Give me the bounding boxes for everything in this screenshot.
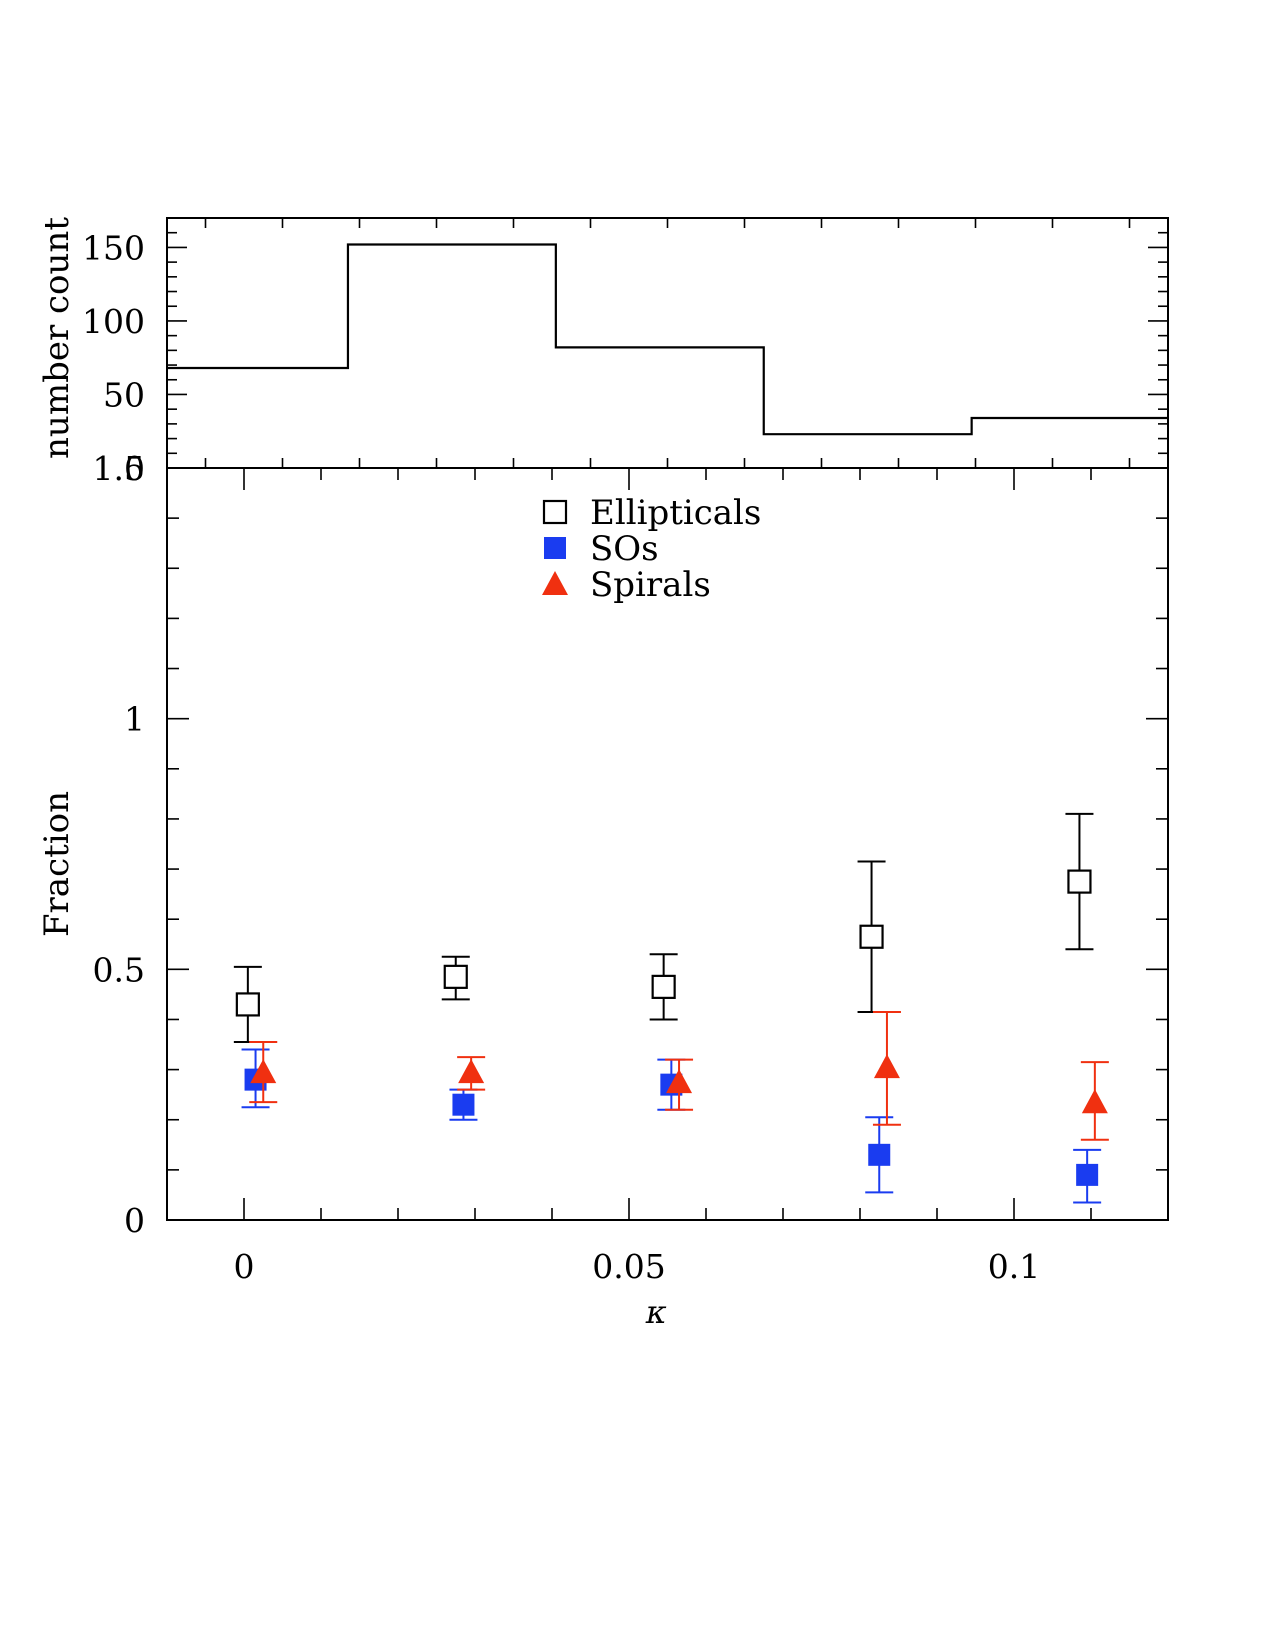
- histogram-y-axis-label: number count: [37, 217, 77, 459]
- data-point: [250, 1059, 277, 1084]
- y-tick-label: 1: [124, 700, 145, 739]
- fraction-panel: 00.511.50 0.05 0.1κFractionEllipticalsSOsS…: [37, 449, 1169, 1331]
- data-point: [1067, 869, 1092, 894]
- y-tick-label: 150: [82, 228, 145, 267]
- data-point: [666, 1069, 693, 1094]
- fraction-y-axis-label: Fraction: [37, 791, 77, 937]
- data-point: [859, 924, 884, 949]
- data-point: [452, 1093, 475, 1116]
- y-tick-label: 100: [82, 302, 145, 341]
- y-tick-label-top: 1.5: [93, 449, 145, 488]
- legend-label: Spirals: [590, 565, 711, 605]
- legend-marker: [544, 537, 566, 559]
- x-tick-label: 0.1: [988, 1247, 1040, 1286]
- x-axis-label: κ: [645, 1293, 667, 1331]
- legend-label: SOs: [590, 529, 659, 569]
- data-point: [443, 964, 468, 989]
- series-sos: [241, 1048, 1102, 1204]
- data-point: [873, 1054, 900, 1079]
- data-point: [868, 1143, 891, 1166]
- data-point: [651, 974, 676, 999]
- data-point: [1081, 1089, 1108, 1114]
- x-tick-label: 0.05: [592, 1247, 665, 1286]
- legend-marker: [542, 499, 568, 525]
- x-tick-label: 0: [234, 1247, 255, 1286]
- legend-marker: [542, 571, 568, 596]
- y-tick-label: 50: [103, 375, 145, 414]
- series-spirals: [249, 1010, 1109, 1141]
- series-ellipticals: [233, 812, 1094, 1044]
- legend-label: Ellipticals: [590, 493, 761, 533]
- y-tick-label: 0: [124, 449, 145, 488]
- y-tick-label: 0: [124, 1201, 145, 1240]
- data-point: [235, 992, 260, 1017]
- histogram-step-line: [167, 243, 1168, 436]
- y-tick-label: 0.5: [93, 950, 145, 989]
- fraction-frame: [166, 467, 1169, 1221]
- data-point: [458, 1059, 485, 1084]
- histogram-frame: [166, 217, 1169, 469]
- data-point: [1076, 1163, 1099, 1186]
